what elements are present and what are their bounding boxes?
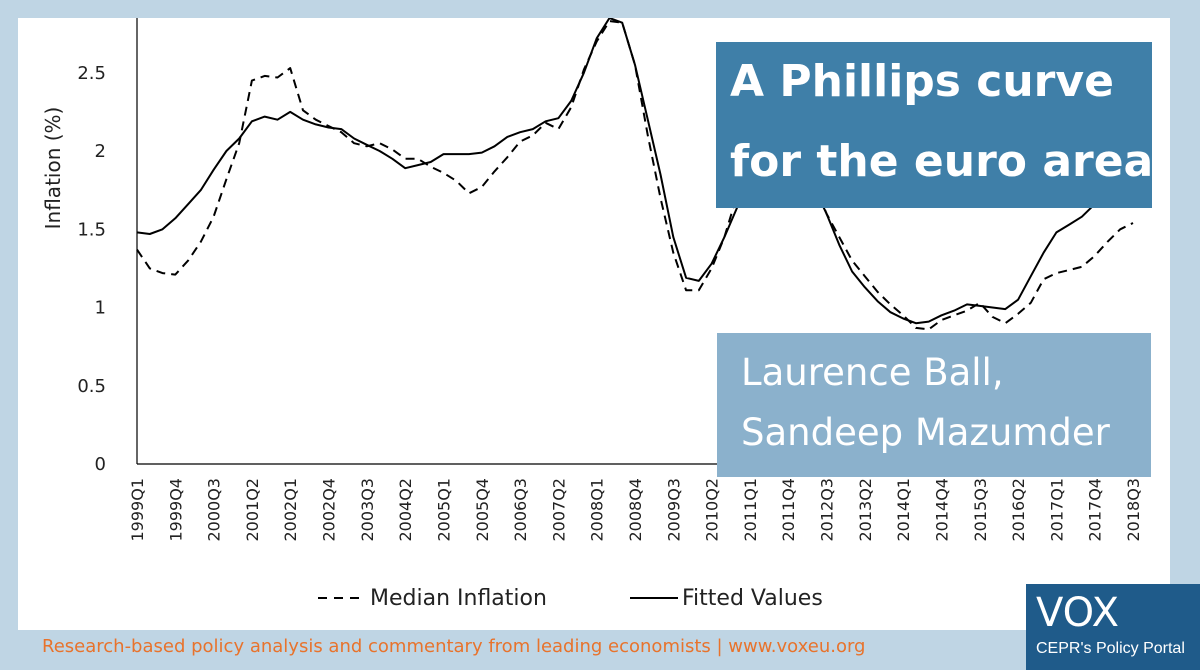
x-tick-label: 2005Q4: [473, 478, 492, 542]
x-tick-label: 2008Q4: [626, 478, 645, 542]
y-tick-label: 2: [95, 141, 106, 162]
x-tick-label: 2018Q3: [1124, 478, 1143, 542]
median-inflation-line: [136, 20, 1134, 331]
x-tick-label: 2004Q2: [396, 478, 415, 542]
x-tick-label: 2007Q2: [549, 478, 568, 542]
y-tick-label: 0.5: [77, 376, 106, 397]
x-tick-label: 2003Q3: [358, 478, 377, 542]
x-tick-label: 2011Q1: [741, 478, 760, 542]
x-tick-label: 1999Q1: [128, 478, 147, 542]
x-tick-label: 2013Q2: [856, 478, 875, 542]
x-tick-label: 2002Q1: [281, 478, 300, 542]
x-tick-label: 2017Q4: [1086, 478, 1105, 542]
x-tick-label: 2015Q3: [971, 478, 990, 542]
x-tick-label: 2010Q2: [703, 478, 722, 542]
title-line-1: A Phillips curve: [730, 56, 1114, 107]
author-line-1: Laurence Ball,: [741, 351, 1004, 394]
x-tick-label: 2000Q3: [205, 478, 224, 542]
x-tick-label: 2001Q2: [243, 478, 262, 542]
article-authors: Laurence Ball, Sandeep Mazumder: [717, 333, 1151, 477]
title-line-2: for the euro area: [730, 136, 1154, 187]
x-tick-label: 2012Q3: [818, 478, 837, 542]
author-line-2: Sandeep Mazumder: [741, 411, 1110, 454]
x-tick-label: 2011Q4: [779, 478, 798, 542]
x-tick-label: 2016Q2: [1009, 478, 1028, 542]
x-tick-label: 2017Q1: [1047, 478, 1066, 542]
vox-logo-tagline: CEPR's Policy Portal: [1036, 640, 1185, 657]
chart-panel: 0 0.5 1 1.5 2 2.5 Inflation (%) 1999Q1 1999Q4 200…: [18, 18, 1170, 630]
x-tick-label: 2009Q3: [664, 478, 683, 542]
article-title: A Phillips curve for the euro area: [716, 42, 1154, 208]
y-tick-label: 0: [95, 454, 106, 475]
footer-tagline[interactable]: Research-based policy analysis and comme…: [42, 636, 866, 657]
vox-logo-name: VOX: [1036, 590, 1119, 636]
x-tick-label: 2014Q1: [894, 478, 913, 542]
y-tick-label: 1.5: [77, 219, 106, 240]
x-tick-label: 1999Q4: [166, 478, 185, 542]
legend-label: Fitted Values: [682, 586, 823, 611]
y-tick-label: 2.5: [77, 63, 106, 84]
x-tick-label: 2014Q4: [932, 478, 951, 542]
x-tick-label: 2005Q1: [434, 478, 453, 542]
y-axis-label: Inflation (%): [41, 107, 65, 230]
vox-logo[interactable]: VOX CEPR's Policy Portal: [1026, 584, 1200, 670]
y-tick-label: 1: [95, 298, 106, 319]
x-tick-label: 2002Q4: [320, 478, 339, 542]
legend-label: Median Inflation: [370, 586, 547, 611]
fitted-values-line: [136, 18, 1134, 325]
x-tick-label: 2008Q1: [588, 478, 607, 542]
inflation-chart: 0 0.5 1 1.5 2 2.5 Inflation (%) 1999Q1 1999Q4 200…: [41, 18, 1143, 611]
x-tick-label: 2006Q3: [511, 478, 530, 542]
